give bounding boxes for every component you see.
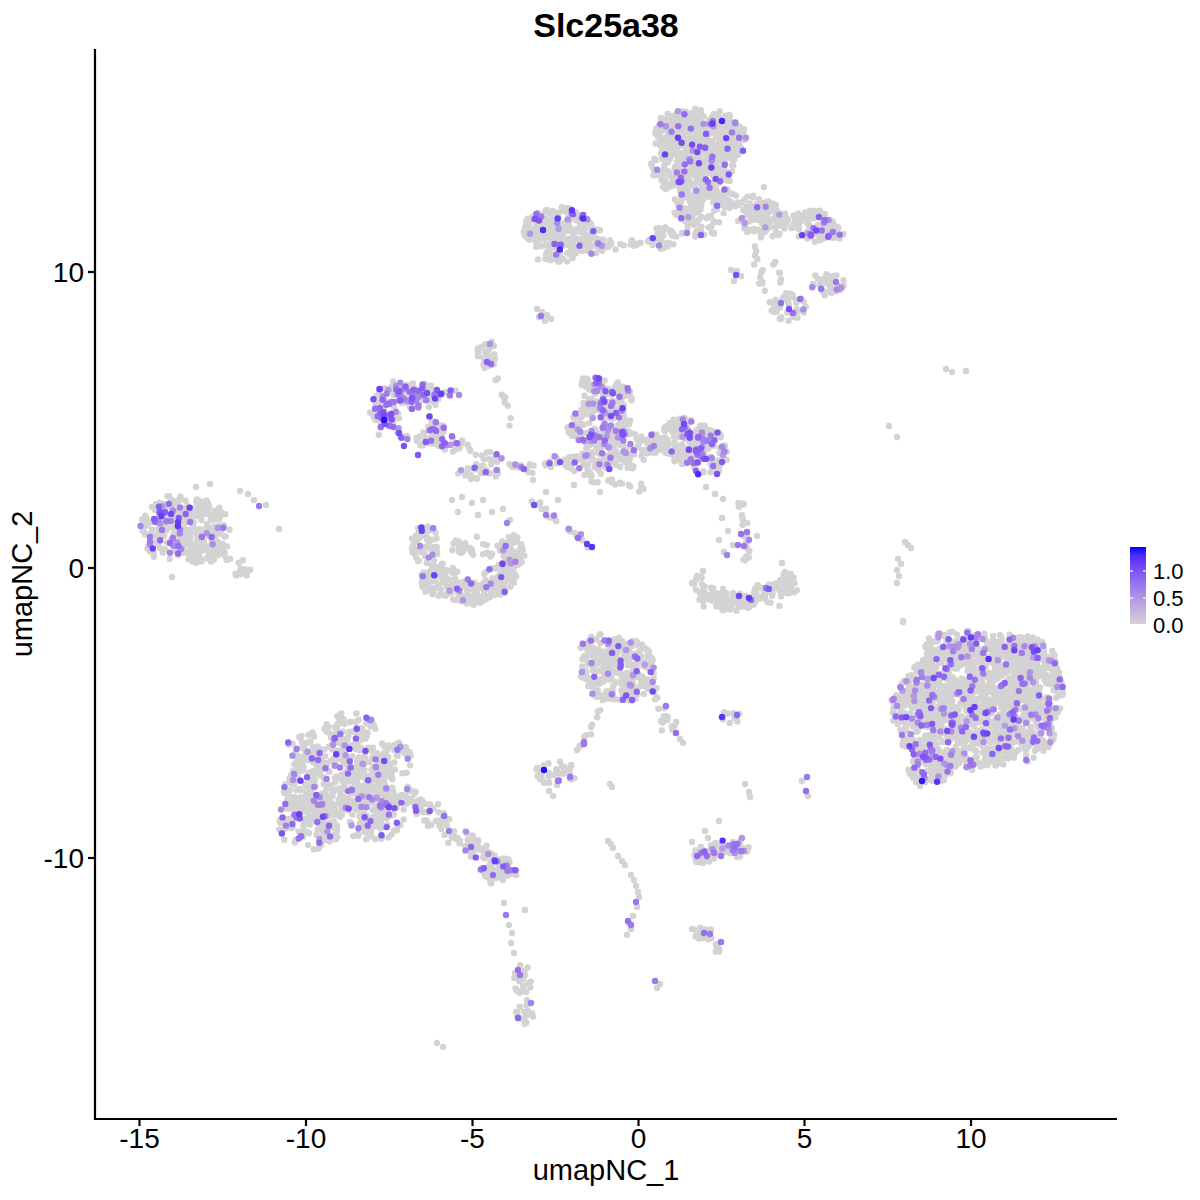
svg-text:-15: -15 bbox=[119, 1123, 159, 1154]
svg-text:0.5: 0.5 bbox=[1153, 586, 1184, 611]
svg-text:1.0: 1.0 bbox=[1153, 559, 1184, 584]
svg-text:5: 5 bbox=[797, 1123, 813, 1154]
svg-text:umapNC_1: umapNC_1 bbox=[533, 1154, 680, 1186]
svg-text:-5: -5 bbox=[460, 1123, 485, 1154]
svg-text:10: 10 bbox=[955, 1123, 986, 1154]
svg-text:10: 10 bbox=[53, 257, 84, 288]
svg-text:Slc25a38: Slc25a38 bbox=[533, 6, 679, 44]
svg-text:0.0: 0.0 bbox=[1153, 613, 1184, 638]
svg-text:0: 0 bbox=[631, 1123, 647, 1154]
svg-text:umapNC_2: umapNC_2 bbox=[6, 511, 38, 658]
svg-text:0: 0 bbox=[68, 553, 84, 584]
svg-text:-10: -10 bbox=[286, 1123, 326, 1154]
svg-text:-10: -10 bbox=[44, 843, 84, 874]
